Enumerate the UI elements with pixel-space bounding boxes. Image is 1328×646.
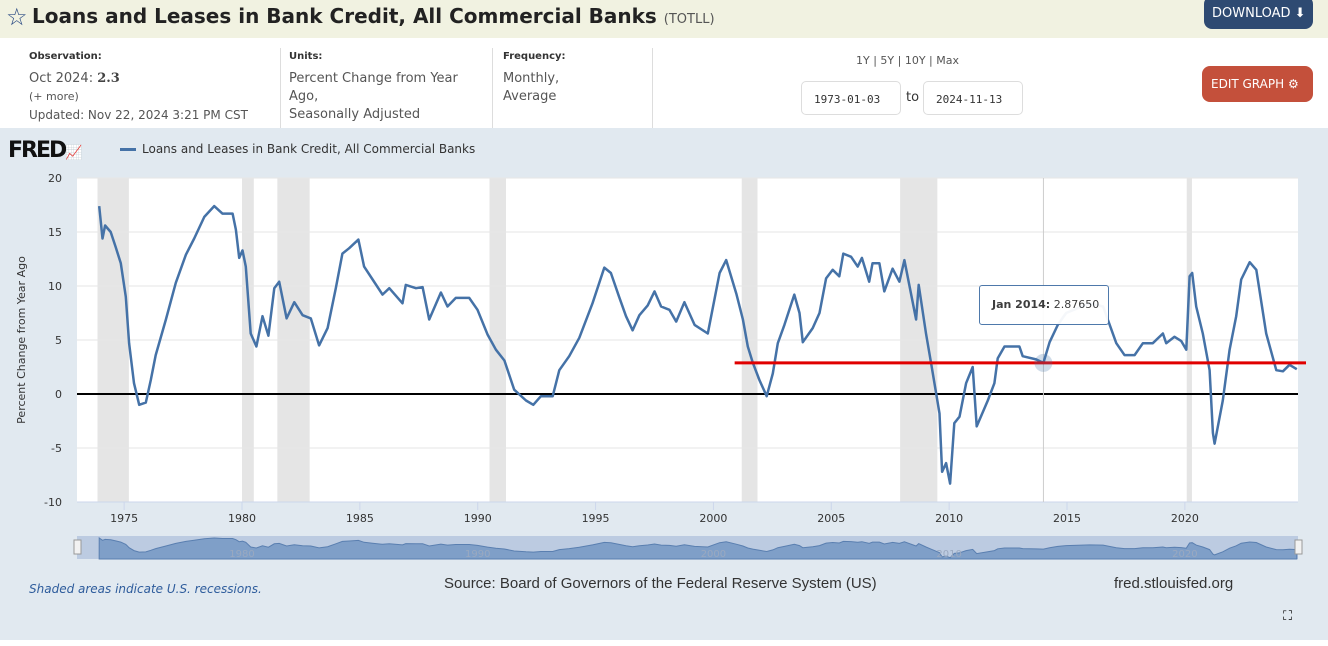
x-tick-label: 1985 bbox=[346, 512, 374, 525]
chart-icon: 📈 bbox=[65, 145, 83, 161]
tooltip: Jan 2014: 2.87650 bbox=[979, 285, 1109, 325]
y-tick-label: -5 bbox=[51, 442, 62, 455]
info-bar: Observation: Oct 2024: 2.3 (+ more) Upda… bbox=[0, 38, 1328, 128]
units-line: Ago, bbox=[289, 89, 319, 104]
navigator-label: 1990 bbox=[465, 549, 490, 560]
recession-note: Shaded areas indicate U.S. recessions. bbox=[29, 582, 262, 596]
y-axis-label: Percent Change from Year Ago bbox=[15, 256, 28, 424]
fullscreen-icon[interactable]: ⛶ bbox=[1283, 609, 1293, 624]
frequency-line: Average bbox=[503, 89, 557, 104]
y-tick-label: 5 bbox=[55, 334, 62, 347]
download-icon: ⬇ bbox=[1294, 6, 1306, 21]
units-section: Units: Percent Change from Year Ago, Sea… bbox=[289, 48, 493, 128]
legend: Loans and Leases in Bank Credit, All Com… bbox=[120, 142, 475, 156]
y-tick-label: 15 bbox=[48, 226, 62, 239]
navigator-handle[interactable] bbox=[1294, 539, 1303, 555]
observation-label: Observation: bbox=[29, 51, 102, 62]
x-tick-label: 2000 bbox=[699, 512, 727, 525]
edit-graph-label: EDIT GRAPH bbox=[1211, 77, 1285, 91]
download-button[interactable]: DOWNLOAD ⬇ bbox=[1204, 0, 1313, 29]
legend-label: Loans and Leases in Bank Credit, All Com… bbox=[142, 142, 476, 156]
to-label: to bbox=[906, 90, 920, 105]
more-link[interactable]: (+ more) bbox=[29, 90, 79, 103]
series-id: (TOTLL) bbox=[663, 12, 715, 27]
range-max[interactable]: Max bbox=[936, 54, 960, 67]
star-icon[interactable]: ☆ bbox=[6, 3, 28, 31]
navigator-series bbox=[98, 537, 1298, 560]
y-tick-label: 10 bbox=[48, 280, 62, 293]
legend-swatch bbox=[120, 148, 136, 151]
observation-date: Oct 2024: bbox=[29, 71, 94, 86]
range-5y[interactable]: 5Y bbox=[880, 54, 895, 67]
range-selector: 1Y | 5Y | 10Y | Max bbox=[856, 54, 960, 67]
y-tick-label: -10 bbox=[44, 496, 62, 509]
tooltip-date: Jan 2014: bbox=[992, 298, 1051, 311]
date-from-input[interactable]: 1973-01-03 bbox=[801, 81, 901, 115]
tooltip-value: 2.87650 bbox=[1053, 298, 1100, 311]
x-tick-label: 1990 bbox=[464, 512, 492, 525]
series-line bbox=[97, 204, 1298, 485]
site-link[interactable]: fred.stlouisfed.org bbox=[1114, 575, 1234, 592]
x-tick-label: 2010 bbox=[935, 512, 963, 525]
y-tick-label: 0 bbox=[55, 388, 62, 401]
series-title: Loans and Leases in Bank Credit, All Com… bbox=[32, 4, 657, 28]
date-to-input[interactable]: 2024-11-13 bbox=[923, 81, 1023, 115]
gear-icon: ⚙ bbox=[1287, 77, 1299, 91]
x-tick-label: 1975 bbox=[110, 512, 138, 525]
header-bar: ☆ Loans and Leases in Bank Credit, All C… bbox=[0, 0, 1328, 38]
x-tick-label: 2005 bbox=[817, 512, 845, 525]
source-text: Source: Board of Governors of the Federa… bbox=[444, 575, 877, 592]
navigator-handle[interactable] bbox=[73, 539, 82, 555]
y-tick-label: 20 bbox=[48, 172, 62, 185]
units-label: Units: bbox=[289, 51, 323, 62]
observation-section: Observation: Oct 2024: 2.3 (+ more) Upda… bbox=[29, 48, 281, 128]
observation-value: 2.3 bbox=[97, 71, 120, 86]
frequency-line: Monthly, bbox=[503, 71, 560, 86]
x-tick-label: 1980 bbox=[228, 512, 256, 525]
frequency-section: Frequency: Monthly, Average bbox=[503, 48, 653, 128]
x-tick-label: 2020 bbox=[1171, 512, 1199, 525]
x-tick-label: 2015 bbox=[1053, 512, 1081, 525]
navigator-label: 1980 bbox=[229, 549, 254, 560]
download-label: DOWNLOAD bbox=[1212, 6, 1291, 21]
units-line: Percent Change from Year bbox=[289, 71, 458, 86]
updated-text: Updated: Nov 22, 2024 3:21 PM CST bbox=[29, 108, 248, 122]
units-line: Seasonally Adjusted bbox=[289, 107, 421, 122]
range-10y[interactable]: 10Y bbox=[904, 54, 926, 67]
range-1y[interactable]: 1Y bbox=[856, 54, 870, 67]
fred-logo: FRED📈 bbox=[8, 138, 83, 163]
x-tick-label: 1995 bbox=[582, 512, 610, 525]
navigator-label: 2020 bbox=[1172, 549, 1197, 560]
hover-marker bbox=[1034, 353, 1053, 372]
navigator-label: 2010 bbox=[936, 549, 961, 560]
page-title: Loans and Leases in Bank Credit, All Com… bbox=[32, 4, 715, 28]
edit-graph-button[interactable]: EDIT GRAPH ⚙ bbox=[1202, 66, 1313, 102]
navigator-label: 2000 bbox=[701, 549, 726, 560]
frequency-label: Frequency: bbox=[503, 51, 566, 62]
